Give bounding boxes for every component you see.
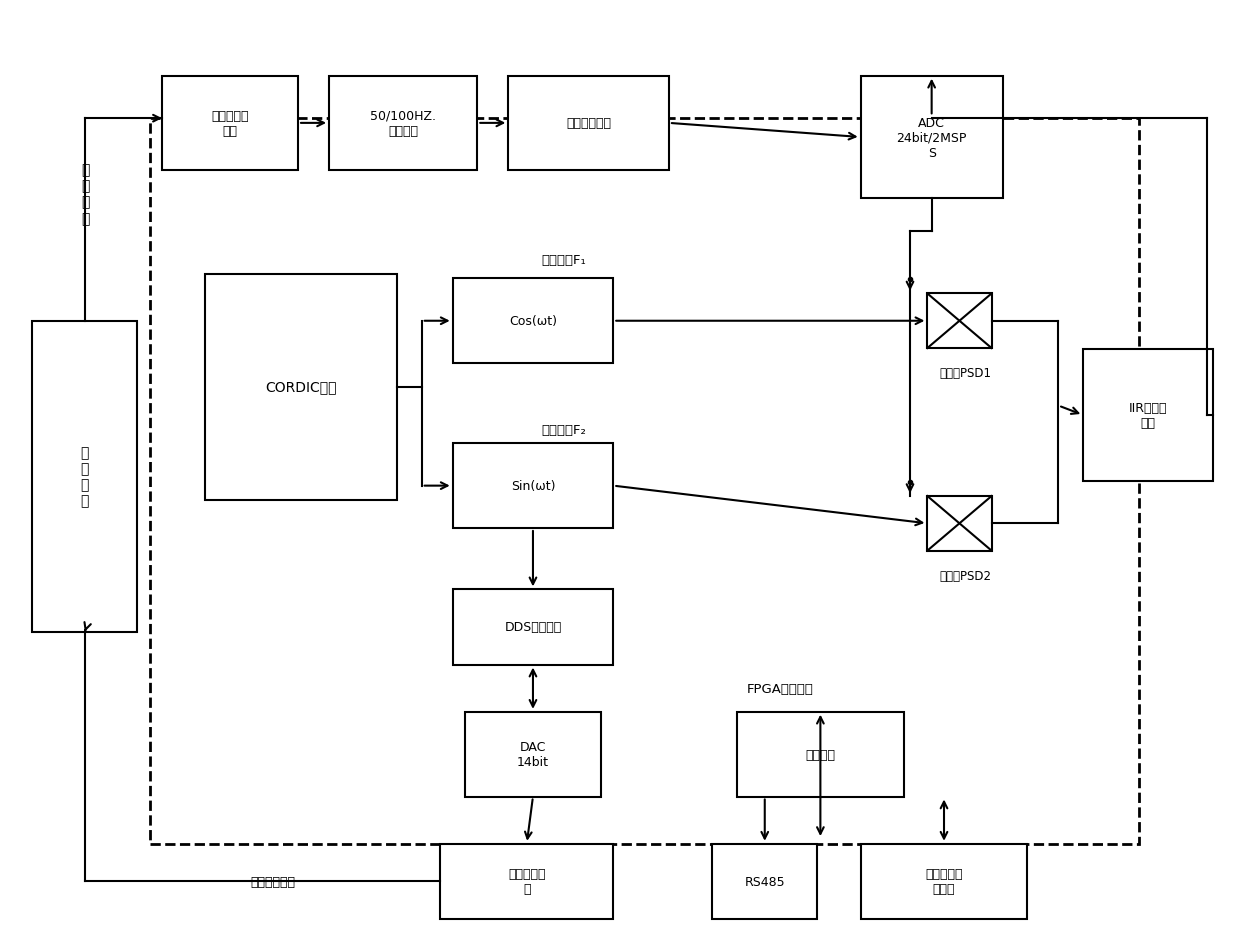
FancyBboxPatch shape [440,844,613,919]
Text: Cos(ωt): Cos(ωt) [509,315,558,328]
Text: 主控系统: 主控系统 [805,748,835,761]
Text: 抗混叠滤波器: 抗混叠滤波器 [566,117,611,130]
FancyBboxPatch shape [1083,349,1213,481]
Text: 激励信号电
源: 激励信号电 源 [508,868,545,896]
FancyBboxPatch shape [206,275,396,500]
Text: FPGA锁相模块: FPGA锁相模块 [747,682,814,695]
FancyBboxPatch shape [927,295,991,348]
Text: 参考信号F₁: 参考信号F₁ [541,254,586,267]
Text: 电
导
电
极: 电 导 电 极 [81,446,89,508]
Text: 输
入
信
号: 输 入 信 号 [82,163,89,226]
Text: DDS调制信号: DDS调制信号 [504,621,561,633]
Text: IIR数字滤
波器: IIR数字滤 波器 [1129,401,1167,430]
Text: 变频交流电压: 变频交流电压 [250,875,296,888]
FancyBboxPatch shape [330,76,477,171]
FancyBboxPatch shape [162,76,299,171]
Text: RS485: RS485 [745,875,786,888]
FancyBboxPatch shape [927,497,991,551]
Text: 乘法器PSD2: 乘法器PSD2 [939,569,991,582]
Text: 激励信号F₂: 激励信号F₂ [541,423,586,436]
FancyBboxPatch shape [452,444,613,529]
Text: CORDIC算法: CORDIC算法 [265,380,337,395]
FancyBboxPatch shape [32,321,138,632]
Text: DAC
14bit: DAC 14bit [517,740,549,768]
FancyBboxPatch shape [508,76,669,171]
FancyBboxPatch shape [737,712,903,797]
FancyBboxPatch shape [712,844,818,919]
FancyBboxPatch shape [861,76,1002,199]
Text: 乘法器PSD1: 乘法器PSD1 [939,366,991,379]
FancyBboxPatch shape [452,590,613,665]
FancyBboxPatch shape [452,279,613,363]
Text: 可变增益放
大器: 可变增益放 大器 [212,110,249,138]
Text: 高精度温度
传感器: 高精度温度 传感器 [926,868,963,896]
Text: Sin(ωt): Sin(ωt) [510,480,555,493]
FancyBboxPatch shape [861,844,1027,919]
FancyBboxPatch shape [465,712,601,797]
Text: ADC
24bit/2MSP
S: ADC 24bit/2MSP S [897,116,966,160]
Text: 50/100HZ.
频陷波器: 50/100HZ. 频陷波器 [370,110,436,138]
